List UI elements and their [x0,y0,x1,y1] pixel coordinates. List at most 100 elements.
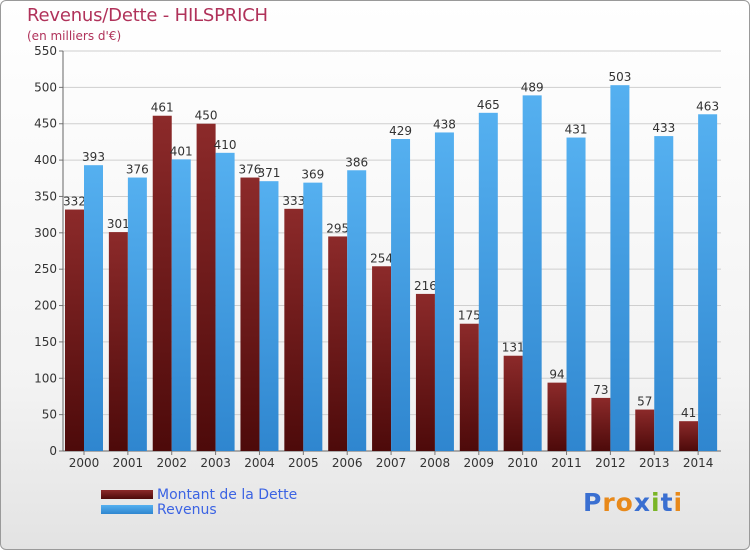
bar-revenus [215,152,235,451]
data-label-dette: 450 [195,109,218,123]
data-label-revenus: 393 [82,150,105,164]
y-tick-label: 300 [34,226,57,240]
x-tick-label: 2010 [507,456,538,470]
bar-revenus [347,170,367,452]
bar-revenus [303,182,323,452]
x-tick-label: 2000 [69,456,100,470]
x-tick-label: 2005 [288,456,319,470]
data-label-revenus: 410 [214,138,237,152]
bar-revenus [259,181,279,451]
data-label-dette: 333 [282,194,305,208]
x-tick-label: 2004 [244,456,275,470]
y-tick-label: 50 [42,408,57,422]
legend-label-revenus: Revenus [157,501,217,518]
legend-item-revenus: Revenus [101,501,297,518]
data-label-revenus: 503 [608,70,631,84]
y-tick-label: 150 [34,335,57,349]
bar-dette [372,266,392,451]
bar-revenus [698,114,718,451]
y-tick-label: 500 [34,80,57,94]
data-label-revenus: 386 [345,155,368,169]
bar-dette [591,397,611,451]
logo-letter: i [651,488,661,517]
x-tick-label: 2001 [113,456,144,470]
chart-subtitle: (en milliers d'€) [27,29,122,43]
logo-letter: t [660,488,674,517]
data-label-revenus: 465 [477,98,500,112]
data-label-revenus: 401 [170,144,193,158]
legend: Montant de la Dette Revenus [101,486,298,518]
data-label-revenus: 429 [389,124,412,138]
x-tick-label: 2011 [551,456,582,470]
y-tick-label: 350 [34,189,57,203]
bar-dette [459,323,479,451]
data-label-revenus: 438 [433,117,456,131]
data-label-dette: 41 [681,406,696,420]
x-tick-label: 2006 [332,456,363,470]
bar-revenus [654,136,674,451]
data-label-revenus: 431 [565,123,588,137]
bar-revenus [522,95,542,451]
data-label-dette: 216 [414,279,437,293]
data-label-revenus: 376 [126,163,149,177]
legend-item-dette: Montant de la Dette [101,486,298,503]
y-tick-label: 0 [49,444,57,458]
data-label-dette: 73 [593,383,608,397]
logo-letter: o [615,488,634,517]
data-label-dette: 131 [502,341,525,355]
bar-dette [284,208,304,451]
bar-dette [679,421,699,451]
bar-revenus [127,177,147,451]
data-label-dette: 175 [458,309,481,323]
bar-dette [635,409,655,451]
bar-dette [196,123,216,452]
data-label-dette: 332 [63,195,86,209]
data-label-dette: 254 [370,251,393,265]
data-label-revenus: 433 [652,121,675,135]
proxiti-logo: Proxiti [583,488,683,517]
x-tick-label: 2014 [683,456,714,470]
data-label-dette: 376 [239,163,262,177]
data-label-revenus: 371 [258,166,281,180]
bar-dette [152,115,172,452]
logo-letter: r [602,488,616,517]
bar-revenus [171,159,191,451]
x-tick-label: 2009 [464,456,495,470]
data-label-revenus: 369 [301,168,324,182]
bar-dette [240,177,260,451]
data-label-dette: 57 [637,395,652,409]
bar-revenus [610,85,630,451]
bar-revenus [391,139,411,451]
y-tick-label: 100 [34,371,57,385]
bar-dette [547,382,567,451]
y-tick-label: 450 [34,117,57,131]
bar-dette [65,209,84,451]
data-label-dette: 301 [107,217,130,231]
x-tick-label: 2002 [156,456,187,470]
x-tick-label: 2007 [376,456,407,470]
data-label-revenus: 489 [521,80,544,94]
bar-dette [503,355,523,451]
logo-letter: i [673,488,684,517]
bar-dette [108,232,128,451]
bar-revenus [84,165,103,451]
x-tick-label: 2003 [200,456,231,470]
y-tick-label: 550 [34,44,57,58]
chart-title: Revenus/Dette - HILSPRICH [27,5,268,26]
bar-dette [328,236,348,451]
y-tick-label: 200 [34,299,57,313]
legend-label-dette: Montant de la Dette [157,486,298,503]
bar-revenus [566,137,586,451]
data-label-dette: 461 [151,101,174,115]
x-tick-label: 2013 [639,456,670,470]
y-tick-label: 250 [34,262,57,276]
x-tick-label: 2012 [595,456,626,470]
data-label-dette: 295 [326,221,349,235]
y-tick-label: 400 [34,153,57,167]
logo-letter: P [583,488,603,517]
data-label-dette: 94 [549,368,564,382]
bar-revenus [434,132,454,452]
data-label-revenus: 463 [696,99,719,113]
